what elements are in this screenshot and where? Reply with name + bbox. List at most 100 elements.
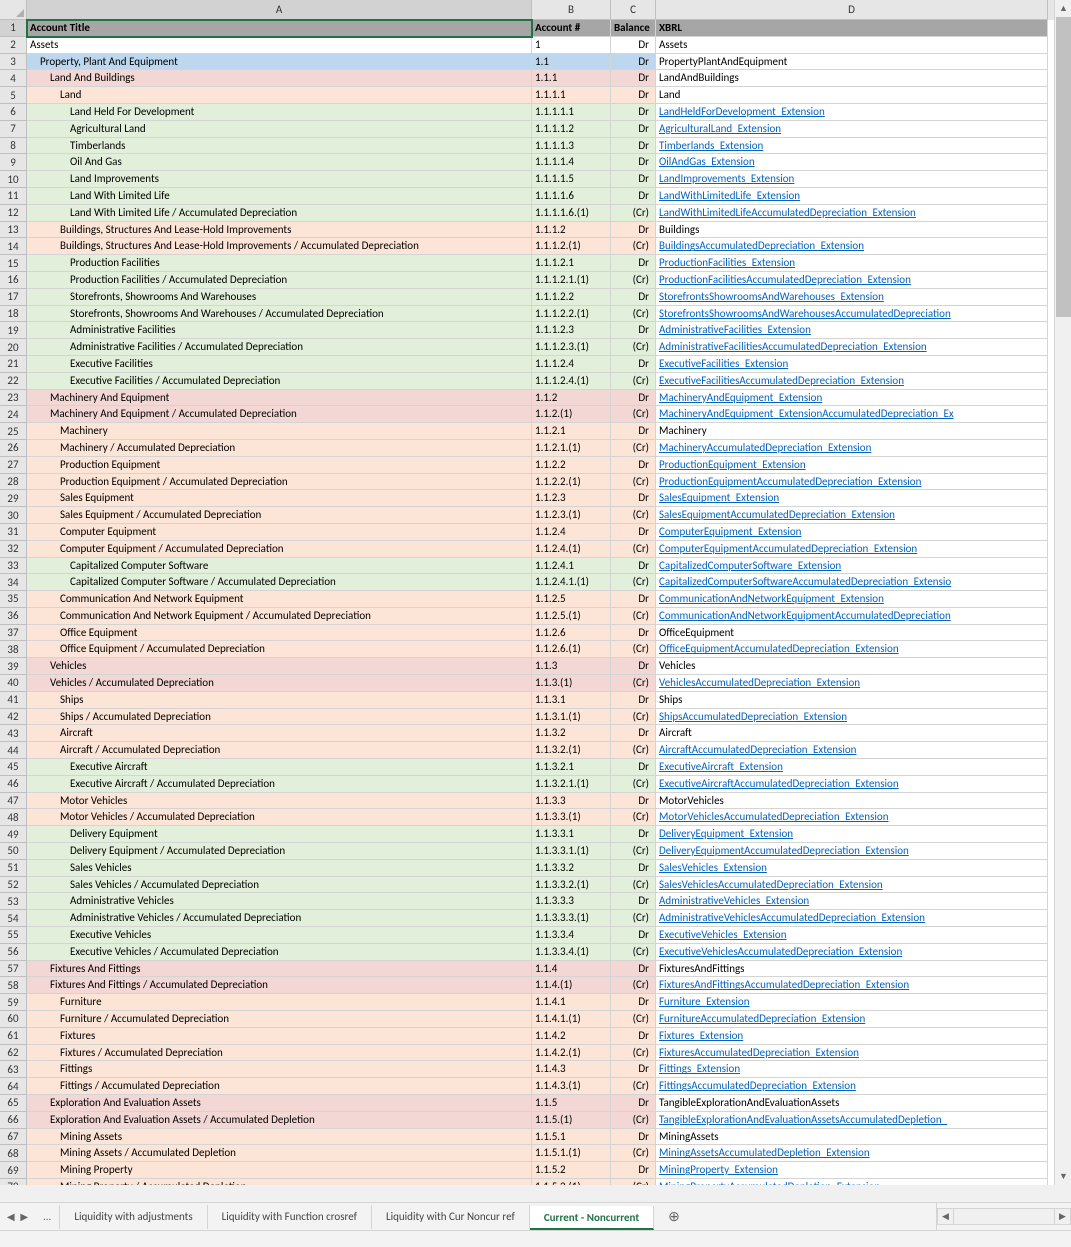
cell-account-title[interactable]: Administrative Vehicles / Accumulated De… bbox=[27, 910, 532, 927]
xbrl-link[interactable]: BuildingsAccumulatedDepreciation_Extensi… bbox=[659, 239, 864, 252]
cell-account-number[interactable]: 1.1.5.2 bbox=[532, 1162, 611, 1179]
xbrl-link[interactable]: ComputerEquipmentAccumulatedDepreciation… bbox=[659, 542, 917, 555]
cell-account-number[interactable]: 1.1.1.2.4.(1) bbox=[532, 373, 611, 390]
row-header[interactable]: 48 bbox=[0, 809, 27, 826]
cell-account-title[interactable]: Communication And Network Equipment / Ac… bbox=[27, 608, 532, 625]
row-header[interactable]: 46 bbox=[0, 776, 27, 793]
select-all-corner[interactable] bbox=[0, 0, 27, 20]
row-header[interactable]: 59 bbox=[0, 994, 27, 1011]
row-header[interactable]: 53 bbox=[0, 893, 27, 910]
cell-xbrl[interactable]: FixturesAndFittingsAccumulatedDepreciati… bbox=[656, 977, 1048, 994]
xbrl-link[interactable]: ExecutiveFacilitiesAccumulatedDepreciati… bbox=[659, 374, 904, 387]
xbrl-link[interactable]: ExecutiveAircraft_Extension bbox=[659, 760, 783, 773]
row-header[interactable]: 64 bbox=[0, 1078, 27, 1095]
xbrl-link[interactable]: MachineryAndEquipment_ExtensionAccumulat… bbox=[659, 407, 954, 420]
cell-xbrl[interactable]: Ships bbox=[656, 692, 1048, 709]
cell-xbrl[interactable]: ShipsAccumulatedDepreciation_Extension bbox=[656, 709, 1048, 726]
cell-xbrl[interactable]: BuildingsAccumulatedDepreciation_Extensi… bbox=[656, 238, 1048, 255]
add-sheet-button[interactable]: ⊕ bbox=[654, 1205, 682, 1229]
cell-balance[interactable]: Dr bbox=[611, 54, 656, 71]
cell-account-title[interactable]: Sales Vehicles / Accumulated Depreciatio… bbox=[27, 877, 532, 894]
cell-account-title[interactable]: Office Equipment bbox=[27, 625, 532, 642]
grid-body[interactable]: 1Account TitleAccount #BalanceXBRL2Asset… bbox=[0, 20, 1071, 1185]
cell-account-title[interactable]: Exploration And Evaluation Assets / Accu… bbox=[27, 1112, 532, 1129]
cell-account-number[interactable]: 1.1.3.3.3 bbox=[532, 893, 611, 910]
row-header[interactable]: 7 bbox=[0, 121, 27, 138]
cell-balance[interactable]: (Cr) bbox=[611, 541, 656, 558]
cell-xbrl[interactable]: LandWithLimitedLifeAccumulatedDepreciati… bbox=[656, 205, 1048, 222]
cell-account-number[interactable]: 1.1.3.2.1 bbox=[532, 759, 611, 776]
scroll-up-button[interactable]: ▲ bbox=[1055, 0, 1071, 17]
cell-balance[interactable]: Dr bbox=[611, 860, 656, 877]
cell-account-title[interactable]: Ships / Accumulated Depreciation bbox=[27, 709, 532, 726]
cell-account-number[interactable]: 1.1.1 bbox=[532, 70, 611, 87]
cell-account-title[interactable]: Fixtures bbox=[27, 1028, 532, 1045]
col-header-B[interactable]: B bbox=[532, 0, 611, 20]
cell-account-title[interactable]: Fittings bbox=[27, 1061, 532, 1078]
cell-account-title[interactable]: Land Held For Development bbox=[27, 104, 532, 121]
cell-account-title[interactable]: Administrative Facilities bbox=[27, 322, 532, 339]
row-header[interactable]: 18 bbox=[0, 306, 27, 323]
xbrl-link[interactable]: AircraftAccumulatedDepreciation_Extensio… bbox=[659, 743, 856, 756]
cell-account-title[interactable]: Executive Vehicles bbox=[27, 927, 532, 944]
cell-xbrl[interactable]: FurnitureAccumulatedDepreciation_Extensi… bbox=[656, 1011, 1048, 1028]
cell-account-number[interactable]: 1.1.1.2.2.(1) bbox=[532, 306, 611, 323]
cell-balance[interactable]: (Cr) bbox=[611, 406, 656, 423]
row-header[interactable]: 1 bbox=[0, 20, 27, 37]
cell-balance[interactable]: (Cr) bbox=[611, 742, 656, 759]
row-header[interactable]: 56 bbox=[0, 944, 27, 961]
cell-account-number[interactable]: 1.1.2.5 bbox=[532, 591, 611, 608]
cell-xbrl[interactable]: DeliveryEquipment_Extension bbox=[656, 826, 1048, 843]
cell-account-number[interactable]: 1.1.3.3 bbox=[532, 793, 611, 810]
cell-balance[interactable]: Dr bbox=[611, 356, 656, 373]
xbrl-link[interactable]: LandWithLimitedLifeAccumulatedDepreciati… bbox=[659, 206, 916, 219]
cell-xbrl[interactable]: MiningProperty_Extension bbox=[656, 1162, 1048, 1179]
row-header[interactable]: 30 bbox=[0, 507, 27, 524]
cell-balance[interactable]: (Cr) bbox=[611, 238, 656, 255]
row-header[interactable]: 22 bbox=[0, 373, 27, 390]
row-header[interactable]: 44 bbox=[0, 742, 27, 759]
cell-account-title[interactable]: Executive Facilities / Accumulated Depre… bbox=[27, 373, 532, 390]
cell-balance[interactable]: Dr bbox=[611, 121, 656, 138]
cell-account-number[interactable]: 1.1.2.6 bbox=[532, 625, 611, 642]
cell-account-title[interactable]: Mining Assets / Accumulated Depletion bbox=[27, 1145, 532, 1162]
xbrl-link[interactable]: Fixtures_Extension bbox=[659, 1029, 743, 1042]
row-header[interactable]: 33 bbox=[0, 558, 27, 575]
cell-account-number[interactable]: 1.1.2.5.(1) bbox=[532, 608, 611, 625]
sheet-tab[interactable]: Liquidity with adjustments bbox=[60, 1205, 207, 1229]
cell-account-number[interactable]: 1.1.2.4.(1) bbox=[532, 541, 611, 558]
cell-account-number[interactable]: 1.1.3.3.2.(1) bbox=[532, 877, 611, 894]
row-header[interactable]: 66 bbox=[0, 1112, 27, 1129]
xbrl-link[interactable]: SalesEquipmentAccumulatedDepreciation_Ex… bbox=[659, 508, 895, 521]
hscroll-right-button[interactable]: ▶ bbox=[1054, 1208, 1071, 1225]
cell-account-title[interactable]: Agricultural Land bbox=[27, 121, 532, 138]
xbrl-link[interactable]: OilAndGas_Extension bbox=[659, 155, 755, 168]
cell-xbrl[interactable]: ExecutiveVehiclesAccumulatedDepreciation… bbox=[656, 944, 1048, 961]
cell-xbrl[interactable]: CapitalizedComputerSoftware_Extension bbox=[656, 558, 1048, 575]
cell-xbrl[interactable]: LandAndBuildings bbox=[656, 70, 1048, 87]
cell-account-number[interactable]: 1.1.3 bbox=[532, 658, 611, 675]
row-header[interactable]: 29 bbox=[0, 490, 27, 507]
cell-account-number[interactable]: 1.1.3.3.2 bbox=[532, 860, 611, 877]
cell-balance[interactable]: Dr bbox=[611, 725, 656, 742]
cell-xbrl[interactable]: SalesVehiclesAccumulatedDepreciation_Ext… bbox=[656, 877, 1048, 894]
cell-C1[interactable]: Balance bbox=[611, 20, 656, 37]
xbrl-link[interactable]: CapitalizedComputerSoftwareAccumulatedDe… bbox=[659, 575, 951, 588]
cell-balance[interactable]: Dr bbox=[611, 70, 656, 87]
cell-account-title[interactable]: Storefronts, Showrooms And Warehouses / … bbox=[27, 306, 532, 323]
cell-account-title[interactable]: Furniture / Accumulated Depreciation bbox=[27, 1011, 532, 1028]
cell-balance[interactable]: (Cr) bbox=[611, 608, 656, 625]
cell-D1[interactable]: XBRL bbox=[656, 20, 1048, 37]
cell-account-title[interactable]: Production Equipment bbox=[27, 457, 532, 474]
cell-balance[interactable]: (Cr) bbox=[611, 507, 656, 524]
row-header[interactable]: 70 bbox=[0, 1179, 27, 1185]
cell-account-number[interactable]: 1.1.1.1.4 bbox=[532, 154, 611, 171]
cell-account-number[interactable]: 1.1.3.3.1.(1) bbox=[532, 843, 611, 860]
cell-account-title[interactable]: Vehicles / Accumulated Depreciation bbox=[27, 675, 532, 692]
row-header[interactable]: 61 bbox=[0, 1028, 27, 1045]
cell-balance[interactable]: (Cr) bbox=[611, 339, 656, 356]
cell-balance[interactable]: Dr bbox=[611, 591, 656, 608]
cell-balance[interactable]: (Cr) bbox=[611, 474, 656, 491]
cell-xbrl[interactable]: ProductionFacilities_Extension bbox=[656, 255, 1048, 272]
cell-account-number[interactable]: 1.1.4.2.(1) bbox=[532, 1045, 611, 1062]
